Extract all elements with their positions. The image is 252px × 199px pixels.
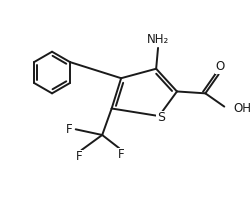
Text: F: F — [76, 150, 83, 163]
Text: NH₂: NH₂ — [147, 33, 169, 46]
Text: F: F — [66, 123, 72, 136]
Text: O: O — [216, 60, 225, 73]
Text: S: S — [157, 111, 165, 124]
Text: OH: OH — [234, 102, 252, 115]
Text: F: F — [118, 148, 124, 161]
